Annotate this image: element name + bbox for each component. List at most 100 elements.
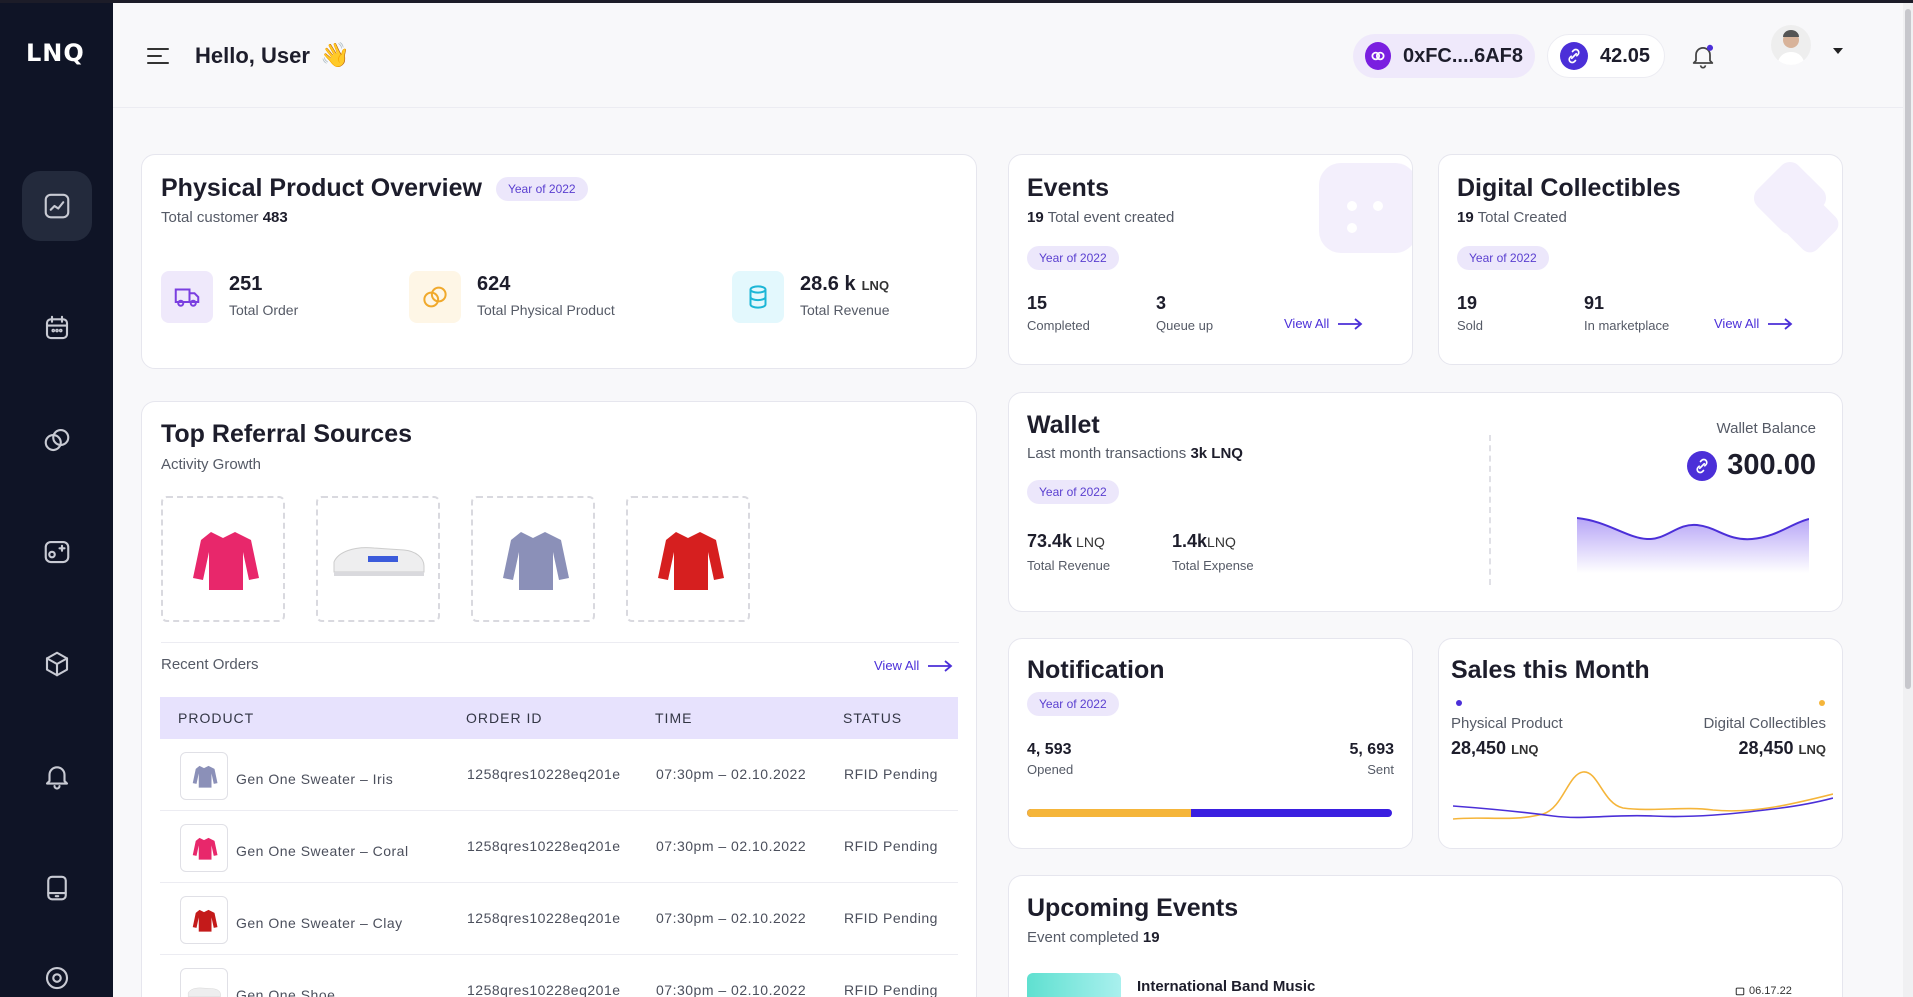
notification-card: Notification Year of 2022 4, 593 Opened … xyxy=(1008,638,1413,849)
view-all-label: View All xyxy=(874,658,920,673)
events-count-value: 19 xyxy=(1027,209,1044,226)
order-id: 1258qres10228eq201e xyxy=(467,838,621,854)
card-subtitle: Activity Growth xyxy=(161,456,262,473)
notification-progress xyxy=(1027,809,1392,817)
wallet-sparkline xyxy=(1577,517,1809,573)
total-customer: Total customer 483 xyxy=(161,209,288,226)
events-count: 19 Total event created xyxy=(1027,209,1174,226)
chevron-down-icon[interactable] xyxy=(1833,48,1843,54)
nav-events[interactable] xyxy=(22,293,92,363)
sidebar: LNQ xyxy=(0,3,113,997)
product-thumb-sweater-iris[interactable] xyxy=(471,496,595,622)
order-id: 1258qres10228eq201e xyxy=(467,910,621,926)
sold-label: Sold xyxy=(1457,318,1484,333)
order-time: 07:30pm – 02.10.2022 xyxy=(656,910,807,926)
nav-products[interactable] xyxy=(22,629,92,699)
order-id: 1258qres10228eq201e xyxy=(467,982,621,997)
token-balance-pill[interactable]: 42.05 xyxy=(1547,34,1665,78)
table-row[interactable]: Gen One Shoe 1258qres10228eq201e 07:30pm… xyxy=(160,955,958,997)
wallet-address: 0xFC....6AF8 xyxy=(1402,44,1523,67)
wave-icon: 👋 xyxy=(319,42,350,69)
menu-icon[interactable] xyxy=(147,45,169,67)
token-balance: 42.05 xyxy=(1600,44,1651,67)
view-all-label: View All xyxy=(1714,316,1760,331)
order-time: 07:30pm – 02.10.2022 xyxy=(656,838,807,854)
arrow-right-icon xyxy=(928,659,953,672)
nav-devices[interactable] xyxy=(22,853,92,923)
wallet-address-pill[interactable]: 0xFC....6AF8 xyxy=(1353,34,1535,78)
nav-collectibles[interactable] xyxy=(22,405,92,475)
sent-label: Sent xyxy=(1367,762,1394,777)
shoe-image xyxy=(333,547,425,576)
table-row[interactable]: Gen One Sweater – Coral 1258qres10228eq2… xyxy=(160,811,958,883)
event-title[interactable]: International Band Music xyxy=(1137,978,1316,995)
marketplace-value: 91 xyxy=(1584,293,1605,313)
order-status: RFID Pending xyxy=(844,982,938,997)
product-name: Gen One Shoe xyxy=(236,987,336,997)
sent-value: 5, 693 xyxy=(1349,741,1394,758)
product-thumb-sweater-pink[interactable] xyxy=(161,496,285,622)
page-scrollbar[interactable] xyxy=(1903,3,1913,997)
database-icon xyxy=(732,271,784,323)
collectibles-view-all[interactable]: View All xyxy=(1714,316,1793,331)
gear-icon xyxy=(45,966,69,990)
sales-card: Sales this Month Physical Product 28,450… xyxy=(1438,638,1843,849)
bell-icon xyxy=(1692,44,1714,69)
revenue-value: 73.4k xyxy=(1027,531,1073,551)
event-date-text: 06.17.22 xyxy=(1749,985,1792,997)
scrollbar-thumb[interactable] xyxy=(1905,9,1911,689)
recent-orders-label: Recent Orders xyxy=(161,656,259,673)
upcoming-subtitle-label: Event completed xyxy=(1027,929,1139,946)
card-title: Sales this Month xyxy=(1451,656,1650,684)
product-name: Gen One Sweater – Iris xyxy=(236,771,394,787)
product-image xyxy=(180,968,228,997)
card-title: Events xyxy=(1027,174,1109,202)
expense-value: 1.4k xyxy=(1172,531,1208,551)
table-row[interactable]: Gen One Sweater – Iris 1258qres10228eq20… xyxy=(160,739,958,811)
events-view-all[interactable]: View All xyxy=(1284,316,1363,331)
table-row[interactable]: Gen One Sweater – Clay 1258qres10228eq20… xyxy=(160,883,958,955)
card-title: Physical Product Overview xyxy=(161,174,482,202)
nav-dashboard[interactable] xyxy=(22,171,92,241)
card-title: Upcoming Events xyxy=(1027,894,1239,922)
event-thumbnail[interactable] xyxy=(1027,973,1121,997)
expense-unit: LNQ xyxy=(1207,534,1236,550)
orders-view-all[interactable]: View All xyxy=(874,658,953,673)
nav-settings[interactable] xyxy=(22,963,92,997)
opened-progress-fill xyxy=(1027,809,1192,817)
nav-notifications[interactable] xyxy=(22,741,92,811)
balance-value: 300.00 xyxy=(1727,449,1816,481)
avatar[interactable] xyxy=(1771,25,1811,65)
coins-icon xyxy=(409,271,461,323)
coins-icon xyxy=(44,428,70,452)
events-count-label: Total event created xyxy=(1047,209,1175,226)
physical-product-value: 624 xyxy=(477,273,511,295)
total-order-value: 251 xyxy=(229,273,263,295)
window-top-border xyxy=(0,0,1913,3)
series-value: 28,450 xyxy=(1451,738,1507,758)
product-thumb-sweater-red[interactable] xyxy=(626,496,750,622)
balance-label: Wallet Balance xyxy=(1716,420,1817,437)
nav-nft[interactable] xyxy=(22,517,92,587)
queue-value: 3 xyxy=(1156,293,1167,313)
upcoming-events-card: Upcoming Events Event completed 19 Inter… xyxy=(1008,875,1843,997)
expense-label: Total Expense xyxy=(1172,558,1254,573)
product-thumb-shoe[interactable] xyxy=(316,496,440,622)
card-title: Digital Collectibles xyxy=(1457,174,1681,202)
sweater-image xyxy=(193,532,259,590)
wallet-subtitle-value: 3k LNQ xyxy=(1190,445,1243,462)
year-badge: Year of 2022 xyxy=(1457,246,1549,270)
series-name: Digital Collectibles xyxy=(1703,715,1826,732)
notification-bell[interactable] xyxy=(1689,42,1717,70)
series-dot xyxy=(1819,700,1825,706)
view-all-label: View All xyxy=(1284,316,1330,331)
product-name: Gen One Sweater – Clay xyxy=(236,915,403,931)
series-dot xyxy=(1456,700,1462,706)
year-badge: Year of 2022 xyxy=(1027,480,1119,504)
total-revenue-unit: LNQ xyxy=(861,278,890,293)
collectibles-card: Digital Collectibles 19 Total Created Ye… xyxy=(1438,154,1843,365)
bell-icon xyxy=(45,766,69,790)
col-order-id: ORDER ID xyxy=(466,710,543,726)
card-title: Top Referral Sources xyxy=(161,420,413,448)
series-unit: LNQ xyxy=(1798,742,1826,757)
